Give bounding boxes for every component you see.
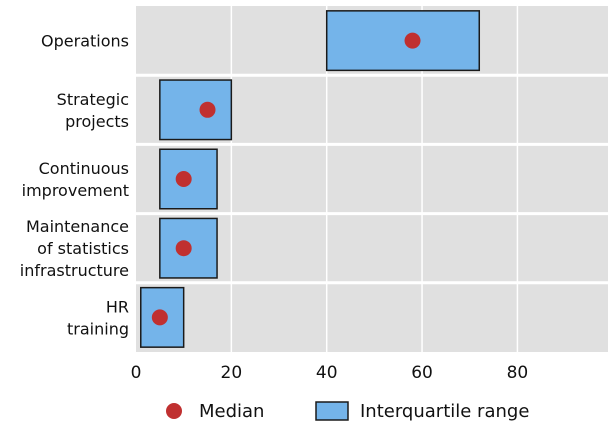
category-label: Continuous improvement [22, 159, 129, 200]
category-label-line: Strategic [57, 90, 129, 109]
x-tick-label: 40 [316, 363, 338, 383]
category-label-line: Maintenance [26, 217, 129, 236]
category-labels: Operations Strategic projects Continuous imp… [20, 32, 129, 339]
category-label-line: Operations [41, 32, 129, 51]
category-label-line: of statistics [37, 239, 129, 258]
iqr-box [159, 79, 233, 141]
legend-iqr-label: Interquartile range [360, 401, 529, 422]
category-label-line: training [67, 319, 129, 338]
legend-median-marker [166, 403, 182, 419]
category-label-line: projects [65, 112, 129, 131]
category-label-line: improvement [22, 181, 129, 200]
median-marker [199, 101, 216, 118]
category-label-line: HR [106, 297, 129, 316]
legend-iqr-swatch [315, 401, 349, 421]
median-marker [151, 309, 168, 326]
median-markers [151, 32, 421, 326]
category-label: HR training [67, 297, 129, 338]
x-tick-label: 80 [507, 363, 529, 383]
x-axis-ticks: 0 20 40 60 80 [131, 363, 529, 383]
legend: Median Interquartile range [166, 401, 529, 422]
median-marker [175, 240, 192, 257]
category-label: Strategic projects [57, 90, 129, 131]
x-tick-label: 20 [221, 363, 243, 383]
category-label: Maintenance of statistics infrastructure [20, 217, 129, 280]
median-marker [175, 171, 192, 187]
median-marker [404, 32, 421, 49]
iqr-boxes [140, 10, 481, 348]
legend-median-label: Median [199, 401, 264, 422]
category-label-line: Continuous [39, 159, 129, 178]
category-label-line: infrastructure [20, 261, 129, 280]
category-label: Operations [41, 32, 129, 51]
x-tick-label: 60 [411, 363, 433, 383]
iqr-box [325, 10, 481, 72]
x-tick-label: 0 [131, 363, 142, 383]
